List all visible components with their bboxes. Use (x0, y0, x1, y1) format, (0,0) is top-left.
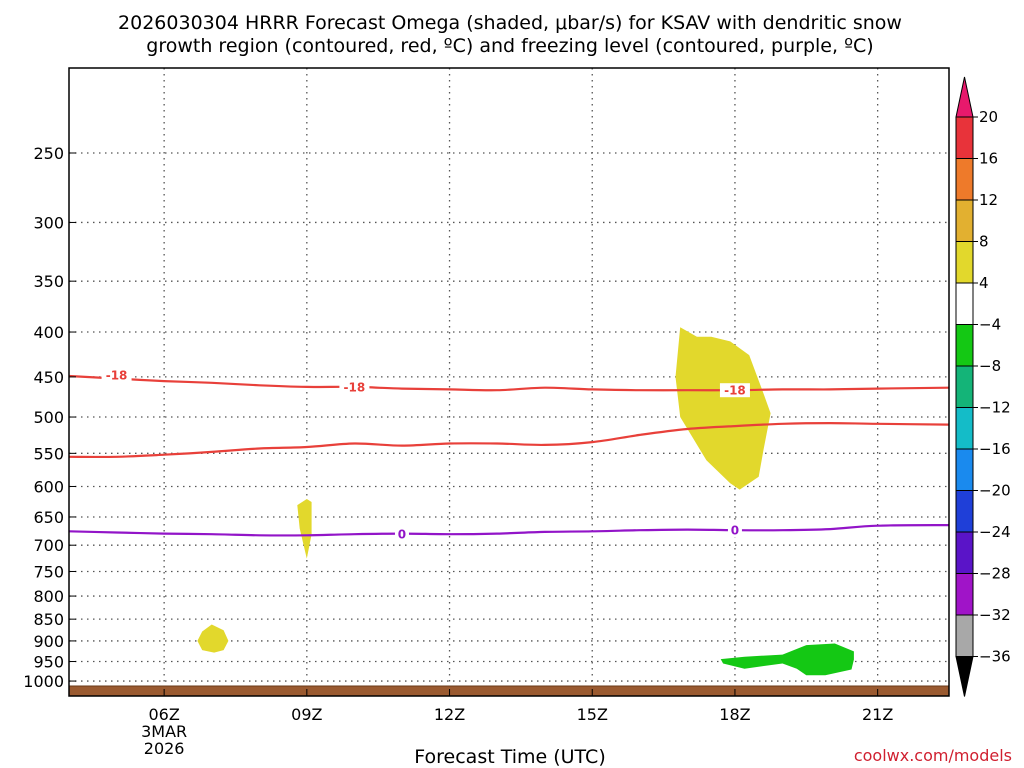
contour-label: 0 (731, 524, 739, 538)
contour-label-bg (339, 379, 370, 394)
colorbar: 20 16 12 8 4 −4 −8 −12 −16 −20 −24 −28 −32 −36 (955, 76, 1011, 697)
omega-neg4-19z (720, 643, 854, 676)
colorbar-label: −4 (979, 316, 1001, 334)
colorbar-segment (955, 573, 974, 616)
contour-label: -18 (724, 384, 746, 398)
colorbar-segment (955, 490, 974, 533)
y-tick-label: 500 (33, 408, 64, 427)
x-tick-label: 12Z (434, 705, 465, 724)
y-tick-label: 600 (33, 477, 64, 496)
x-tick-label: 09Z (291, 705, 322, 724)
contour-label-bg (719, 383, 750, 398)
y-tick-label: 750 (33, 562, 64, 581)
colorbar-segment (955, 158, 974, 201)
colorbar-label: −8 (979, 357, 1001, 375)
colorbar-segment (955, 365, 974, 408)
colorbar-segment (955, 241, 974, 284)
omega-4-18z (675, 327, 771, 490)
y-tick-label: 550 (33, 444, 64, 463)
freezing-level (68, 524, 950, 537)
y-tick-label: 1000 (23, 672, 64, 691)
dgz-upper (68, 374, 950, 392)
colorbar-segment (955, 614, 974, 657)
plot-frame (68, 67, 950, 697)
y-tick-label: 250 (33, 144, 64, 163)
x-tick-label: 21Z (862, 705, 893, 724)
colorbar-label: −28 (979, 565, 1011, 583)
colorbar-segment (955, 116, 974, 159)
y-tick-label: 350 (33, 272, 64, 291)
x-tick-year: 2026 (144, 739, 185, 758)
x-tick-label: 06Z (148, 705, 179, 724)
contour-label: -18 (344, 380, 366, 394)
y-tick-label: 650 (33, 508, 64, 527)
y-tick-label: 800 (33, 587, 64, 606)
y-tick-label: 300 (33, 213, 64, 232)
y-tick-label: 850 (33, 610, 64, 629)
gridlines (69, 68, 949, 696)
colorbar-segment (955, 448, 974, 491)
dgz-lower (68, 421, 950, 459)
y-axis: 250 300 350 400 450 500 550 600 650 700 750 800 850 9… (23, 144, 76, 691)
colorbar-label: 20 (979, 108, 998, 126)
colorbar-top-triangle (955, 76, 974, 118)
colorbar-segment (955, 531, 974, 574)
colorbar-label: 8 (979, 233, 989, 251)
x-tick-label: 18Z (719, 705, 750, 724)
y-tick-label: 950 (33, 653, 64, 672)
contour-label: -18 (106, 369, 128, 383)
contour-label-bg (101, 368, 132, 383)
chart-title-line1: 2026030304 HRRR Forecast Omega (shaded, … (118, 12, 902, 34)
credit-text: coolwx.com/models (854, 746, 1012, 765)
contour-label-bg (394, 527, 409, 542)
chart-title-line2: growth region (contoured, red, ºC) and f… (146, 35, 873, 57)
colorbar-label: 4 (979, 274, 989, 292)
x-axis-title: Forecast Time (UTC) (414, 746, 605, 768)
y-tick-label: 700 (33, 536, 64, 555)
colorbar-segment (955, 407, 974, 450)
ground-layer (69, 685, 949, 696)
x-tick-label: 15Z (577, 705, 608, 724)
omega-4-09z (297, 499, 312, 559)
colorbar-label: −32 (979, 606, 1011, 624)
omega-4-07z (197, 624, 229, 653)
omega-shading (197, 327, 854, 676)
colorbar-label: −20 (979, 482, 1011, 500)
colorbar-segment (955, 282, 974, 325)
ground-band (69, 686, 949, 696)
colorbar-segment (955, 199, 974, 242)
colorbar-label: −12 (979, 399, 1011, 417)
y-tick-label: 900 (33, 632, 64, 651)
contour-label-bg (727, 523, 742, 538)
x-tick-date: 3MAR (141, 722, 187, 741)
y-tick-label: 450 (33, 368, 64, 387)
colorbar-label: −24 (979, 523, 1011, 541)
colorbar-label: 16 (979, 150, 998, 168)
colorbar-bottom-triangle (955, 656, 974, 697)
contours: -18 -18 -18 0 0 (68, 368, 950, 542)
colorbar-segment (955, 324, 974, 367)
contour-label: 0 (398, 528, 406, 542)
colorbar-label: 12 (979, 191, 998, 209)
y-tick-label: 400 (33, 323, 64, 342)
colorbar-label: −16 (979, 440, 1011, 458)
colorbar-label: −36 (979, 648, 1011, 666)
